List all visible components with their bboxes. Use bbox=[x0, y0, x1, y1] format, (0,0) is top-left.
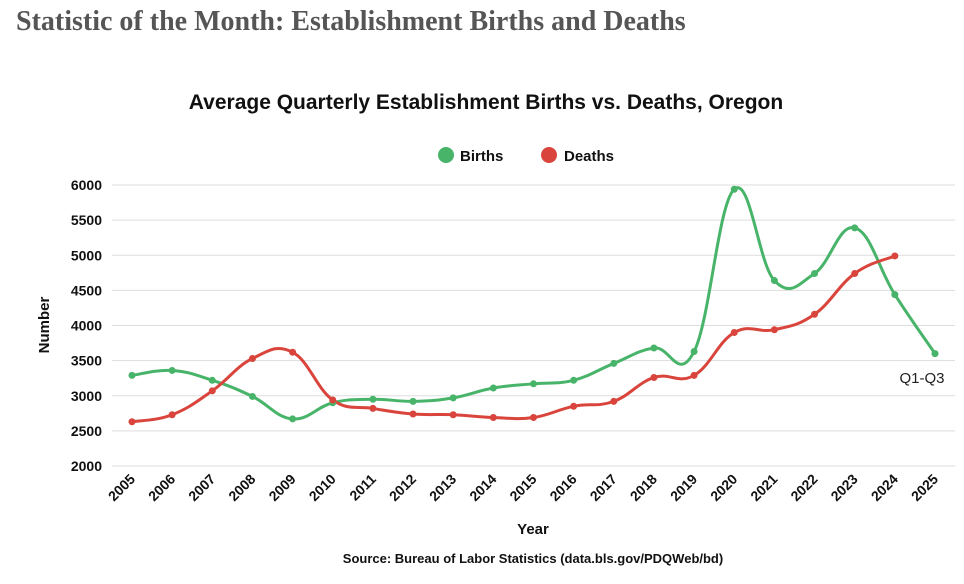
data-point-births bbox=[530, 380, 537, 388]
legend-marker-births bbox=[438, 147, 454, 163]
y-tick-label: 5500 bbox=[71, 212, 102, 228]
gridlines bbox=[112, 184, 955, 467]
x-tick-label: 2006 bbox=[145, 471, 178, 504]
data-point-deaths bbox=[811, 310, 819, 318]
x-tick-label: 2018 bbox=[627, 471, 660, 504]
x-tick-label: 2009 bbox=[265, 471, 298, 504]
data-point-births bbox=[931, 350, 939, 358]
y-tick-label: 3500 bbox=[71, 353, 102, 369]
data-point-deaths bbox=[208, 387, 216, 395]
data-point-births bbox=[730, 185, 738, 193]
x-tick-label: 2020 bbox=[707, 471, 740, 504]
y-axis-label: Number bbox=[36, 297, 53, 354]
page-heading: Statistic of the Month: Establishment Bi… bbox=[16, 6, 686, 37]
data-point-births bbox=[168, 366, 176, 374]
data-point-births bbox=[449, 394, 457, 402]
x-tick-label: 2010 bbox=[306, 471, 339, 504]
x-tick-label: 2021 bbox=[747, 471, 780, 504]
data-point-births bbox=[770, 277, 778, 285]
x-tick-label: 2019 bbox=[667, 471, 700, 504]
data-point-deaths bbox=[329, 396, 337, 404]
y-tick-label: 6000 bbox=[71, 177, 102, 193]
source-note: Source: Bureau of Labor Statistics (data… bbox=[343, 551, 723, 566]
data-point-births bbox=[610, 359, 618, 367]
data-point-births bbox=[690, 347, 698, 355]
x-tick-label: 2025 bbox=[908, 471, 941, 504]
y-tick-label: 5000 bbox=[71, 247, 102, 263]
data-point-deaths bbox=[128, 418, 136, 426]
data-point-deaths bbox=[369, 404, 377, 412]
x-axis-label: Year bbox=[517, 521, 549, 538]
x-tick-label: 2013 bbox=[426, 471, 459, 504]
legend: Births Deaths bbox=[438, 147, 614, 165]
series-points bbox=[128, 185, 939, 426]
data-point-deaths bbox=[530, 414, 537, 422]
data-point-deaths bbox=[289, 348, 297, 356]
data-point-births bbox=[248, 392, 256, 400]
legend-label-births: Births bbox=[460, 148, 503, 165]
data-point-deaths bbox=[570, 402, 578, 410]
data-point-births bbox=[208, 376, 216, 384]
data-point-births bbox=[369, 395, 377, 403]
data-point-deaths bbox=[409, 410, 417, 418]
x-tick-label: 2008 bbox=[225, 471, 258, 504]
x-tick-label: 2016 bbox=[546, 471, 579, 504]
series-lines bbox=[130, 186, 937, 424]
data-point-deaths bbox=[851, 270, 859, 278]
y-tick-label: 4500 bbox=[71, 282, 102, 298]
data-point-deaths bbox=[168, 411, 176, 419]
data-point-births bbox=[128, 371, 136, 379]
data-point-deaths bbox=[449, 411, 457, 419]
y-axis-ticks: 2000 2500 3000 3500 4000 4500 5000 5500 6000 bbox=[71, 177, 102, 474]
y-tick-label: 3000 bbox=[71, 388, 102, 404]
annotation-q1-q3: Q1-Q3 bbox=[899, 370, 944, 387]
x-tick-label: 2023 bbox=[827, 471, 860, 504]
data-point-births bbox=[891, 291, 899, 299]
series-line-births bbox=[130, 186, 937, 421]
data-point-deaths bbox=[248, 355, 256, 363]
x-tick-label: 2011 bbox=[346, 471, 379, 504]
data-point-births bbox=[409, 397, 417, 405]
data-point-births bbox=[570, 376, 578, 384]
data-point-births bbox=[289, 415, 297, 423]
y-tick-label: 4000 bbox=[71, 318, 102, 334]
x-tick-label: 2022 bbox=[787, 471, 820, 504]
y-tick-label: 2000 bbox=[71, 458, 102, 474]
series-line-deaths bbox=[130, 254, 897, 424]
x-tick-label: 2012 bbox=[386, 471, 419, 504]
data-point-births bbox=[489, 384, 497, 392]
chart-title: Average Quarterly Establishment Births v… bbox=[189, 91, 783, 114]
data-point-deaths bbox=[770, 326, 778, 334]
data-point-deaths bbox=[730, 329, 738, 337]
data-point-births bbox=[851, 224, 859, 232]
x-tick-label: 2014 bbox=[466, 471, 499, 504]
data-point-deaths bbox=[891, 252, 899, 260]
x-tick-label: 2007 bbox=[185, 471, 218, 504]
data-point-births bbox=[650, 344, 658, 352]
data-point-deaths bbox=[650, 373, 658, 381]
x-tick-label: 2005 bbox=[105, 471, 138, 504]
x-tick-label: 2015 bbox=[506, 471, 539, 504]
x-tick-label: 2024 bbox=[868, 471, 901, 504]
data-point-deaths bbox=[489, 414, 497, 422]
legend-label-deaths: Deaths bbox=[564, 148, 614, 165]
data-point-births bbox=[811, 270, 819, 278]
data-point-deaths bbox=[610, 397, 618, 405]
x-tick-label: 2017 bbox=[587, 471, 620, 504]
x-axis-ticks: 2005 2006 2007 2008 2009 2010 2011 2012 2013 2014… bbox=[105, 471, 941, 504]
y-tick-label: 2500 bbox=[71, 423, 102, 439]
data-point-deaths bbox=[690, 371, 698, 379]
legend-marker-deaths bbox=[541, 147, 557, 163]
